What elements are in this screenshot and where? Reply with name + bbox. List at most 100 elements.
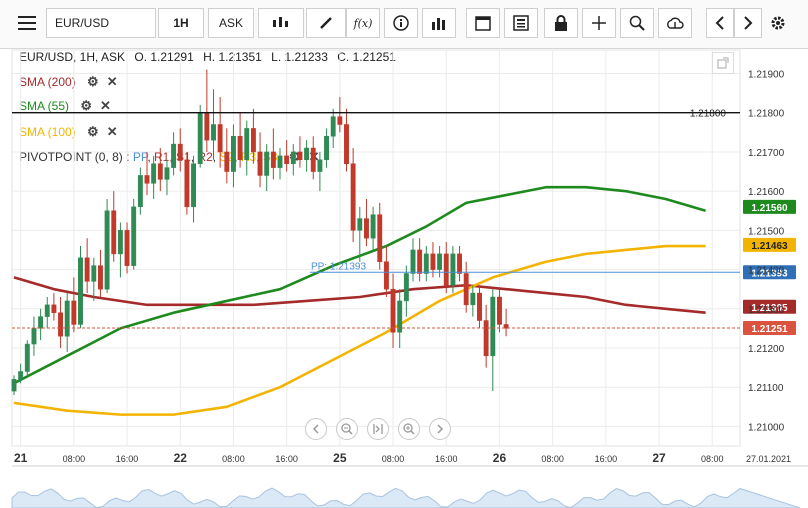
candle-body — [204, 112, 210, 141]
candle — [124, 222, 130, 274]
menu-button[interactable] — [10, 8, 44, 38]
y-tick-label: 1.21200 — [748, 344, 785, 355]
gear-icon[interactable]: ⚙ — [87, 74, 99, 89]
candle-body — [211, 124, 216, 141]
candle — [357, 206, 363, 262]
y-tick-label: 1.21700 — [748, 148, 785, 159]
upload-button[interactable] — [658, 8, 692, 38]
date-label: 27.01.2021 — [746, 454, 791, 464]
legend-pivot[interactable]: PIVOTPOINT (0, 8) : PP, R1, S1, R2, S2, … — [19, 149, 320, 164]
candle-body — [24, 343, 30, 372]
candle-body — [51, 304, 57, 313]
x-tick-label: 26 — [493, 451, 507, 465]
candle — [390, 273, 396, 348]
timeframe-button[interactable]: 1H — [158, 8, 204, 38]
candle — [503, 308, 509, 337]
chevron-left-icon — [312, 424, 319, 434]
scroll-right-button[interactable] — [429, 418, 451, 440]
legend-sma200[interactable]: SMA (200) ⚙ ✕ — [19, 74, 118, 90]
candle-body — [71, 300, 77, 325]
settings-button[interactable] — [764, 8, 792, 38]
candle — [364, 198, 369, 247]
candle-body — [330, 116, 336, 137]
close-value: C. 1.21251 — [337, 50, 396, 64]
candle-body — [483, 320, 489, 357]
candle — [337, 97, 343, 133]
pivot-s1: S1 — [176, 150, 191, 164]
sma55-label: SMA (55) — [19, 99, 70, 113]
expand-button[interactable] — [712, 52, 734, 74]
news-button[interactable] — [504, 8, 538, 38]
pivot-r3: R3 — [240, 150, 257, 164]
calendar-button[interactable] — [466, 8, 500, 38]
candle-body — [18, 371, 24, 380]
y-tick-label: 1.21600 — [748, 187, 785, 198]
chart-type-button[interactable] — [258, 8, 304, 38]
timeframe-label: 1H — [173, 16, 189, 30]
symbol-input[interactable]: EUR/USD — [46, 8, 156, 38]
price-side-button[interactable]: ASK — [208, 8, 254, 38]
price-tag-label: 1.21251 — [751, 324, 788, 335]
next-button[interactable] — [734, 8, 762, 38]
candle — [457, 246, 463, 282]
chevron-right-icon — [744, 16, 753, 30]
ohlc-header: EUR/USD, 1H, ASK O. 1.21291 H. 1.21351 L… — [19, 50, 402, 64]
x-tick-label: 22 — [174, 451, 188, 465]
close-icon[interactable]: ✕ — [100, 98, 111, 113]
high-value: H. 1.21351 — [203, 50, 262, 64]
candle-body — [430, 253, 436, 270]
zoom-out-button[interactable] — [336, 418, 358, 440]
zoom-button[interactable] — [620, 8, 654, 38]
candle-body — [357, 218, 363, 231]
candle-body — [131, 206, 137, 266]
candle-body — [450, 253, 456, 286]
candle — [403, 265, 409, 317]
legend-sma55[interactable]: SMA (55) ⚙ ✕ — [19, 98, 111, 114]
draw-tool-button[interactable] — [306, 8, 346, 38]
lock-button[interactable] — [544, 8, 578, 38]
zoom-in-button[interactable] — [398, 418, 420, 440]
candle-body — [157, 163, 163, 180]
prev-button[interactable] — [706, 8, 734, 38]
price-tag: 1.21251 — [743, 320, 796, 335]
candle-body — [58, 312, 63, 337]
x-tick-label: 16:00 — [116, 454, 139, 464]
candle-body — [383, 261, 389, 290]
x-tick-label: 08:00 — [222, 454, 245, 464]
candle — [463, 261, 469, 313]
scroll-left-button[interactable] — [305, 418, 327, 440]
close-icon[interactable]: ✕ — [106, 74, 118, 89]
y-tick-label: 1.21500 — [748, 226, 785, 237]
crosshair-button[interactable] — [582, 8, 616, 38]
fx-label: f(x) — [353, 16, 373, 30]
candle — [24, 340, 30, 376]
candle — [64, 293, 70, 352]
price-tag-box — [743, 237, 796, 252]
candle-body — [457, 253, 463, 274]
horizontal-line-label: 1.21800 — [690, 109, 727, 120]
candlestick-icon — [273, 17, 288, 27]
gear-icon[interactable]: ⚙ — [80, 98, 93, 113]
pivot-s3: S3 — [262, 150, 278, 164]
candle-body — [423, 253, 429, 274]
close-icon[interactable]: ✕ — [106, 124, 118, 139]
sma100-line — [13, 244, 706, 416]
reset-view-button[interactable] — [367, 418, 389, 440]
y-tick-label: 1.21400 — [748, 266, 785, 277]
candle-body — [117, 230, 123, 255]
legend-sma100[interactable]: SMA (100) ⚙ ✕ — [19, 124, 118, 140]
candle-body — [111, 210, 117, 255]
candle — [131, 198, 137, 270]
gear-icon[interactable]: ⚙ — [288, 149, 301, 164]
candle — [38, 308, 44, 341]
candle-body — [64, 300, 70, 337]
volume-button[interactable] — [422, 8, 456, 38]
candle-body — [191, 163, 197, 208]
candle-body — [344, 124, 349, 164]
candle-body — [337, 116, 343, 125]
candle — [164, 159, 170, 196]
info-button[interactable] — [384, 8, 418, 38]
indicators-button[interactable]: f(x) — [346, 8, 380, 38]
close-icon[interactable]: ✕ — [308, 149, 320, 164]
gear-icon[interactable]: ⚙ — [87, 124, 99, 139]
